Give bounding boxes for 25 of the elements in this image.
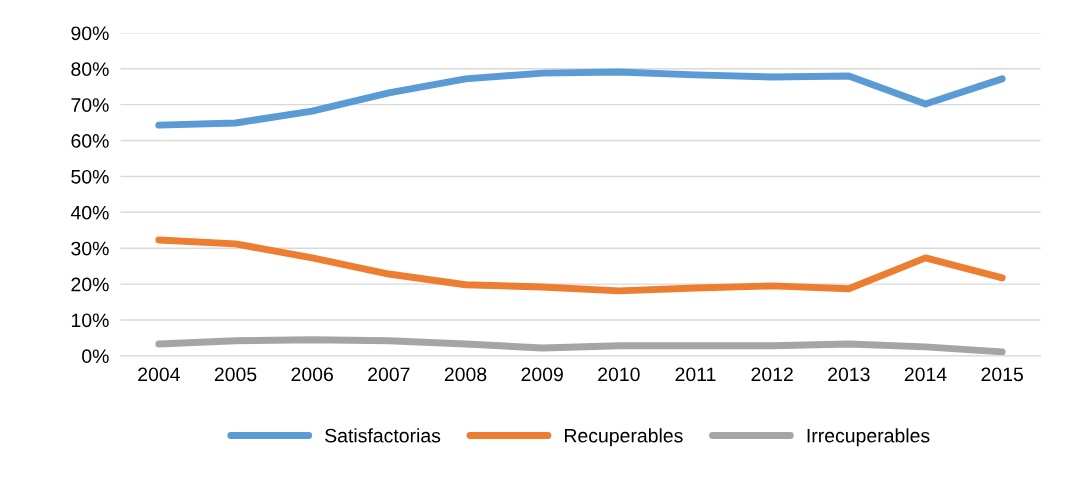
y-tick-label: 20% bbox=[71, 277, 109, 292]
x-tick-label: 2005 bbox=[214, 367, 257, 382]
y-tick-label: 70% bbox=[71, 98, 109, 112]
y-tick-label: 50% bbox=[71, 169, 109, 184]
legend-label: Satisfactorias bbox=[325, 428, 441, 443]
x-tick-label: 2013 bbox=[828, 367, 870, 382]
x-tick-label: 2014 bbox=[904, 367, 947, 382]
y-tick-label: 40% bbox=[70, 205, 109, 220]
y-tick-label: 10% bbox=[71, 313, 109, 328]
x-tick-label: 2011 bbox=[675, 367, 716, 382]
x-tick-label: 2009 bbox=[521, 367, 563, 382]
legend-label: Irrecuperables bbox=[807, 428, 930, 447]
x-tick-label: 2012 bbox=[751, 367, 793, 382]
x-tick-label: 2006 bbox=[291, 367, 333, 382]
x-tick-label: 2010 bbox=[598, 367, 640, 382]
legend-label: Recuperables bbox=[564, 428, 683, 447]
y-tick-label: 30% bbox=[71, 241, 109, 256]
x-tick-label: 2015 bbox=[981, 367, 1023, 382]
y-tick-label: 90% bbox=[71, 26, 109, 41]
y-tick-label: 60% bbox=[71, 134, 109, 148]
x-tick-label: 2007 bbox=[368, 367, 410, 382]
x-tick-label: 2004 bbox=[138, 367, 180, 382]
y-tick-label: 80% bbox=[71, 62, 109, 77]
x-tick-label: 2008 bbox=[444, 367, 487, 382]
y-tick-label: 0% bbox=[82, 349, 109, 364]
